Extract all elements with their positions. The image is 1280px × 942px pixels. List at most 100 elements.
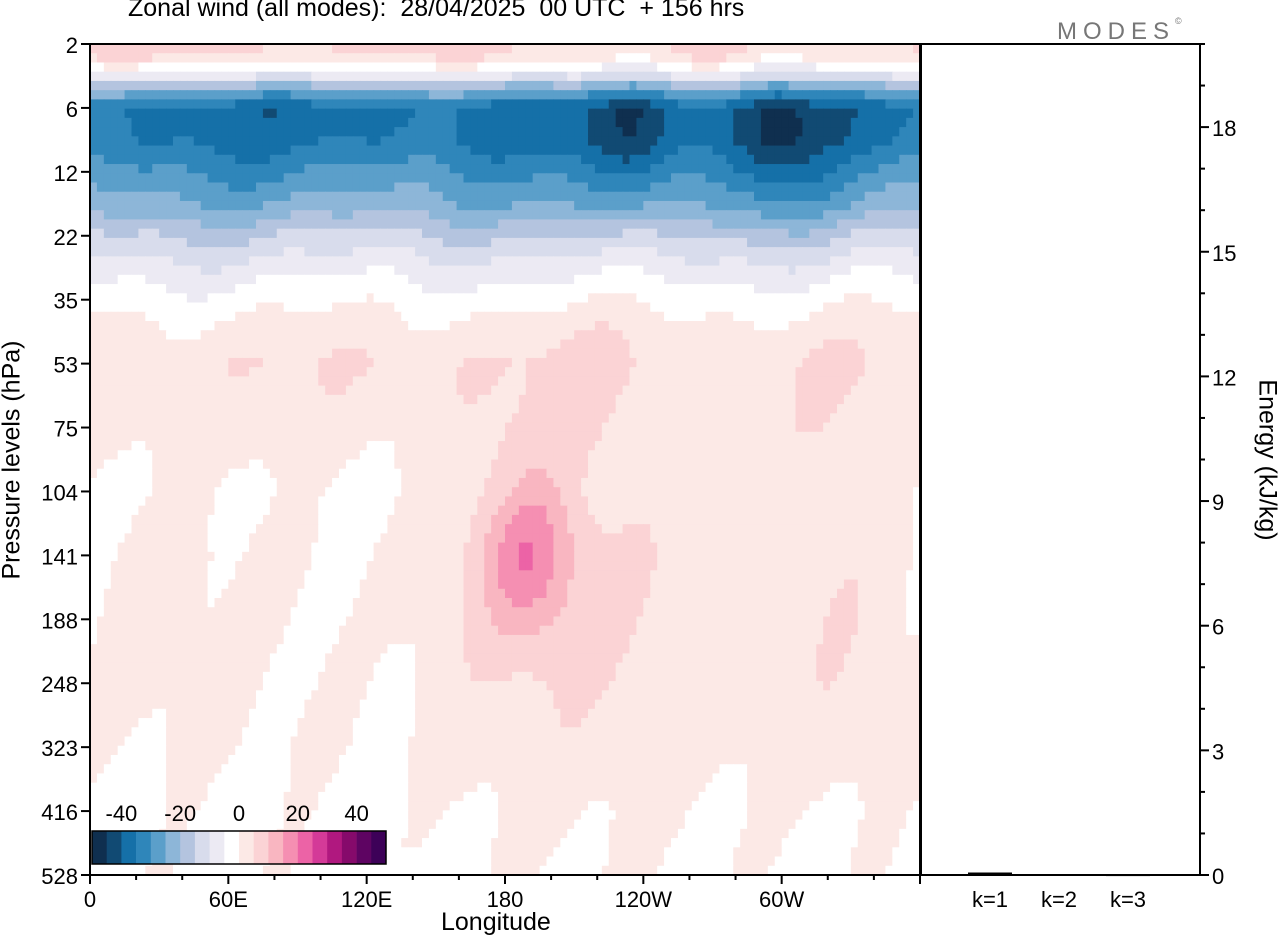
heatmap-cell: [567, 237, 575, 248]
heatmap-cell: [103, 330, 112, 341]
heatmap-cell: [643, 321, 651, 331]
heatmap-cell: [740, 265, 748, 276]
heatmap-cell: [373, 173, 382, 184]
heatmap-cell: [186, 191, 195, 202]
heatmap-cell: [103, 237, 112, 248]
heatmap-cell: [110, 339, 119, 350]
heatmap-cell: [256, 145, 264, 156]
heatmap-cell: [567, 219, 575, 230]
heatmap-cell: [173, 394, 181, 405]
heatmap-cell: [546, 62, 555, 73]
heatmap-cell: [221, 90, 229, 100]
heatmap-cell: [200, 321, 209, 331]
heatmap-cell: [754, 108, 762, 119]
heatmap-cell: [525, 136, 534, 147]
heatmap-cell: [691, 219, 700, 230]
heatmap-cell: [588, 367, 596, 377]
heatmap-cell: [560, 404, 568, 414]
heatmap-cell: [152, 265, 160, 276]
heatmap-cell: [850, 367, 859, 377]
heatmap-cell: [664, 127, 672, 137]
heatmap-cell: [878, 108, 887, 119]
heatmap-cell: [906, 62, 914, 73]
heatmap-cell: [581, 348, 589, 359]
heatmap-cell: [588, 62, 596, 73]
heatmap-cell: [366, 413, 375, 424]
heatmap-cell: [892, 191, 900, 202]
heatmap-cell: [394, 293, 402, 304]
heatmap-cell: [567, 71, 575, 82]
heatmap-cell: [117, 367, 126, 377]
heatmap-cell: [684, 284, 693, 294]
heatmap-cell: [249, 237, 257, 248]
heatmap-cell: [781, 274, 790, 285]
heatmap-cell: [754, 80, 762, 91]
heatmap-cell: [408, 53, 416, 64]
heatmap-cell: [415, 274, 423, 285]
heatmap-cell: [553, 376, 561, 387]
heatmap-cell: [214, 348, 223, 359]
heatmap-cell: [228, 44, 236, 54]
heatmap-cell: [719, 367, 727, 377]
heatmap-cell: [650, 247, 658, 257]
heatmap-cell: [387, 274, 395, 285]
heatmap-cell: [857, 117, 866, 128]
heatmap-cell: [96, 274, 105, 285]
heatmap-cell: [657, 117, 665, 128]
heatmap-cell: [387, 53, 395, 64]
heatmap-cell: [242, 154, 250, 165]
heatmap-cell: [899, 339, 907, 350]
heatmap-cell: [892, 376, 900, 387]
heatmap-cell: [318, 62, 326, 73]
heatmap-cell: [601, 90, 610, 100]
heatmap-cell: [269, 164, 278, 174]
heatmap-cell: [899, 136, 907, 147]
heatmap-cell: [290, 348, 299, 359]
heatmap-cell: [262, 237, 271, 248]
heatmap-cell: [629, 210, 638, 221]
heatmap-cell: [622, 357, 631, 368]
heatmap-cell: [242, 247, 250, 257]
heatmap-cell: [242, 44, 250, 54]
heatmap-cell: [200, 136, 209, 147]
heatmap-cell: [574, 80, 582, 91]
heatmap-cell: [159, 284, 167, 294]
heatmap-cell: [629, 413, 638, 424]
heatmap-cell: [767, 348, 776, 359]
heatmap-cell: [546, 145, 555, 156]
heatmap-cell: [850, 311, 859, 322]
heatmap-cell: [837, 191, 845, 202]
heatmap-cell: [760, 302, 769, 313]
heatmap-cell: [311, 348, 319, 359]
heatmap-cell: [283, 191, 292, 202]
heatmap-cell: [138, 330, 146, 341]
heatmap-cell: [878, 219, 887, 230]
heatmap-cell: [394, 210, 402, 221]
heatmap-cell: [366, 274, 375, 285]
heatmap-cell: [664, 321, 672, 331]
heatmap-cell: [193, 210, 202, 221]
heatmap-cell: [124, 422, 133, 433]
heatmap-cell: [830, 274, 838, 285]
heatmap-cell: [394, 191, 402, 202]
heatmap-cell: [830, 210, 838, 221]
heatmap-cell: [816, 367, 824, 377]
heatmap-cell: [200, 311, 209, 322]
heatmap-cell: [145, 173, 153, 184]
heatmap-cell: [913, 321, 921, 331]
heatmap-cell: [415, 357, 423, 368]
heatmap-cell: [899, 219, 907, 230]
heatmap-cell: [242, 182, 250, 193]
heatmap-cell: [276, 200, 285, 211]
heatmap-cell: [193, 394, 202, 405]
heatmap-cell: [525, 367, 534, 377]
heatmap-cell: [387, 339, 395, 350]
heatmap-cell: [622, 164, 631, 174]
heatmap-cell: [754, 394, 762, 405]
heatmap-cell: [131, 311, 140, 322]
heatmap-cell: [159, 44, 167, 54]
heatmap-cell: [581, 376, 589, 387]
heatmap-cell: [615, 108, 624, 119]
heatmap-cell: [885, 71, 893, 82]
heatmap-cell: [166, 274, 174, 285]
